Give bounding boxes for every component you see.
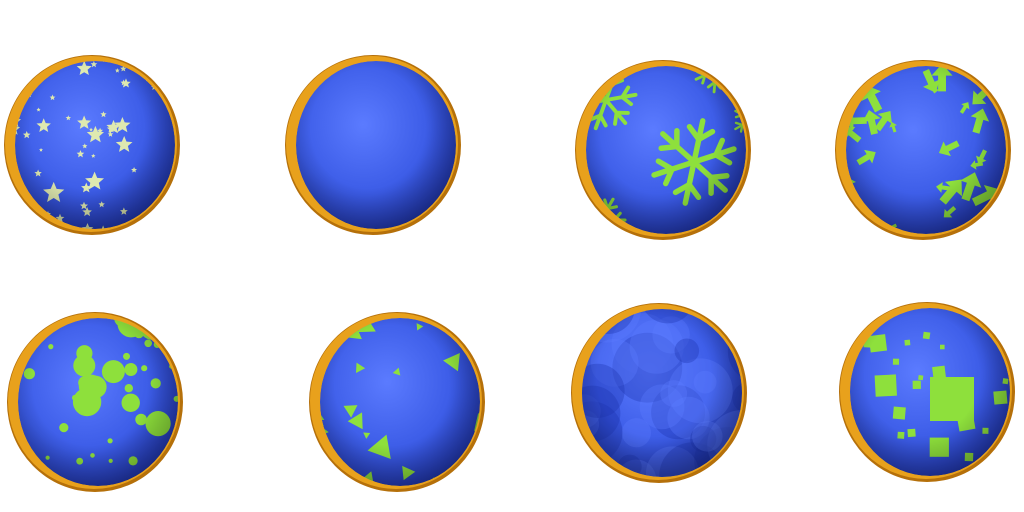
arrow-shape [1001, 66, 1006, 71]
mottle-spot [582, 453, 599, 477]
arrow-shape [991, 226, 1006, 234]
dot-shape [38, 324, 43, 329]
sphere-graphic [835, 60, 1011, 240]
square-shape [851, 466, 859, 474]
mottle-spot [729, 309, 742, 334]
star-shape [15, 75, 17, 89]
mottle-spot [582, 455, 602, 477]
ball-snowflakes [566, 50, 766, 250]
mottle-spot [684, 293, 712, 309]
dot-shape [166, 326, 178, 352]
dot-shape [166, 307, 177, 318]
triangle-shape [452, 482, 463, 486]
ball-mottled [562, 293, 762, 493]
square-shape [981, 482, 990, 491]
mottle-spot [748, 420, 762, 442]
dot-shape [149, 481, 154, 486]
star-shape [16, 211, 21, 216]
ball-squares [830, 292, 1024, 492]
triangle-shape [473, 328, 480, 338]
dot-shape [168, 318, 178, 328]
dot-shape [162, 333, 170, 341]
arrow-shape [853, 222, 874, 234]
triangle-shape [481, 336, 490, 344]
triangle-shape [479, 446, 480, 463]
sphere-graphic [571, 293, 762, 483]
sphere-graphic [309, 312, 490, 492]
ball-dots [0, 302, 198, 502]
dot-shape [148, 325, 155, 332]
dot-shape [21, 311, 28, 318]
ball-stars [0, 45, 195, 245]
sphere-graphic [5, 307, 188, 492]
square-shape [999, 308, 1006, 313]
ball-arrows [826, 50, 1024, 250]
triangle-shape [439, 318, 452, 324]
star-shape [33, 61, 38, 64]
arrow-shape [857, 66, 874, 70]
sphere-graphic [4, 55, 180, 235]
sphere-graphic [839, 302, 1015, 491]
star-shape [164, 202, 175, 216]
ball-plain [276, 45, 476, 245]
mottle-spot [726, 442, 742, 477]
square-shape [850, 308, 855, 319]
mottle-spot [582, 447, 594, 472]
dot-shape [178, 472, 188, 482]
dot-shape [5, 449, 18, 462]
sphere-graphic [285, 55, 461, 235]
star-shape [33, 229, 39, 235]
ball-triangles [300, 302, 500, 502]
mottle-spot [718, 309, 742, 339]
sphere-graphic [575, 60, 751, 240]
